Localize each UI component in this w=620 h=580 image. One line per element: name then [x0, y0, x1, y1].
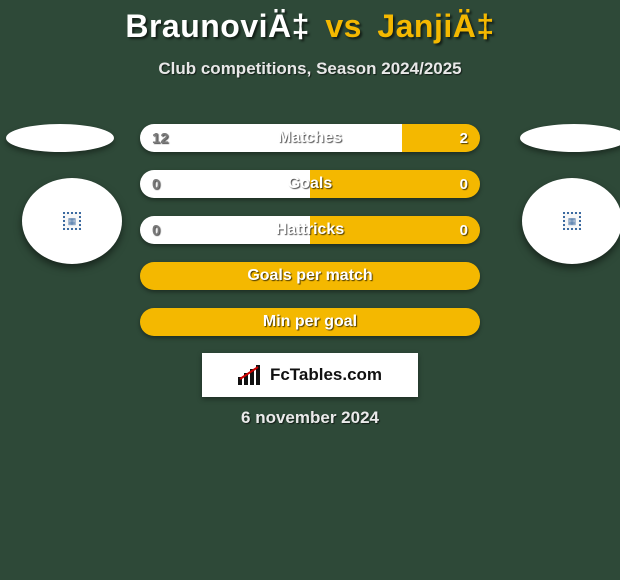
stat-row: Matches122 [140, 124, 480, 152]
subtitle: Club competitions, Season 2024/2025 [0, 59, 620, 79]
stats-rows: Matches122 Goals00 Hattricks00 Goals per ma… [140, 124, 480, 354]
stat-row: Goals per match [140, 262, 480, 290]
placeholder-image-icon: ▦ [63, 212, 81, 230]
stat-bar-left [140, 308, 480, 336]
club-badge-left: ▦ [22, 178, 122, 264]
stat-row: Hattricks00 [140, 216, 480, 244]
stat-bar-left [140, 170, 310, 198]
placeholder-image-icon: ▦ [563, 212, 581, 230]
stat-row: Min per goal [140, 308, 480, 336]
page-title: BraunoviÄ‡ vs JanjiÄ‡ [0, 0, 620, 45]
fctables-logo: FcTables.com [202, 353, 418, 397]
title-vs: vs [325, 8, 362, 44]
flag-left-icon [6, 124, 114, 152]
stat-bar-right [310, 170, 480, 198]
stat-row: Goals00 [140, 170, 480, 198]
date-label: 6 november 2024 [0, 408, 620, 428]
title-player1: BraunoviÄ‡ [125, 8, 310, 44]
logo-text: FcTables.com [270, 365, 382, 385]
stat-bar-left [140, 262, 480, 290]
flag-right-icon [520, 124, 620, 152]
bar-chart-icon [238, 365, 264, 385]
stat-bar-left [140, 216, 310, 244]
title-player2: JanjiÄ‡ [377, 8, 494, 44]
stat-bar-right [310, 216, 480, 244]
stat-bar-left [140, 124, 402, 152]
club-badge-right: ▦ [522, 178, 620, 264]
stat-bar-right [402, 124, 480, 152]
